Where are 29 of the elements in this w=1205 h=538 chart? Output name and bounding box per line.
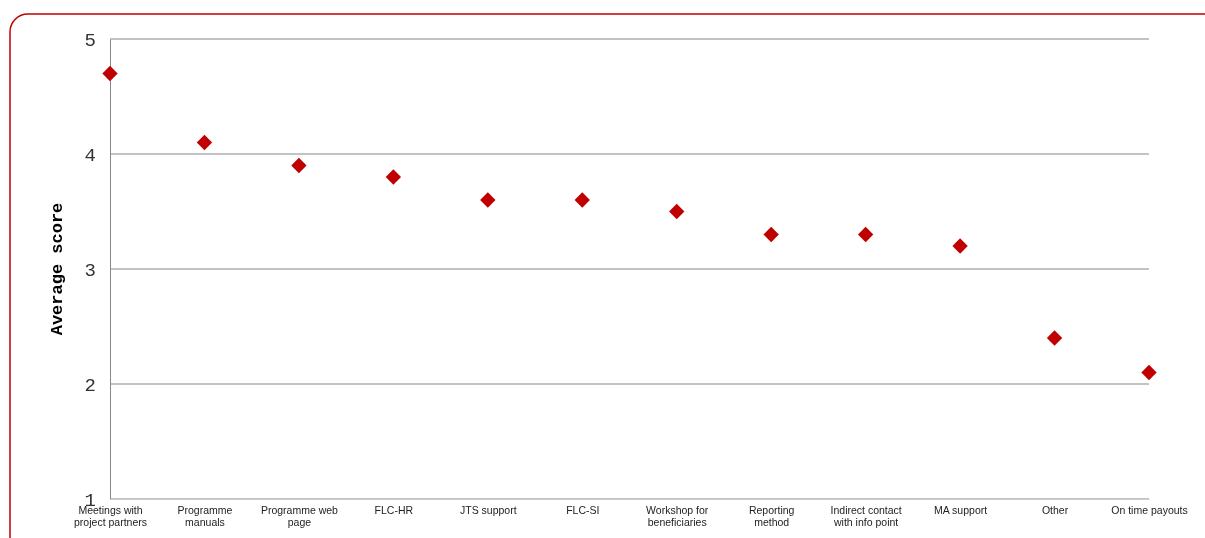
x-tick-label: Other: [1041, 504, 1069, 516]
point: [763, 226, 779, 243]
point: [385, 169, 402, 185]
point: [291, 157, 307, 174]
y-tick-label: 2: [84, 374, 96, 397]
point: [857, 226, 874, 243]
x-tick-label: Reporting method: [748, 504, 795, 529]
x-tick-label: Programme manuals: [177, 504, 233, 529]
y-axis-title: Average score: [48, 202, 67, 336]
point: [669, 203, 685, 220]
x-tick-label: FLC-SI: [566, 504, 600, 516]
x-tick-label: Workshop for beneficiaries: [646, 504, 709, 529]
point: [480, 192, 496, 208]
y-tick-label: 4: [84, 144, 96, 167]
x-tick-label: MA support: [934, 504, 988, 516]
point: [574, 192, 590, 208]
point: [1141, 364, 1157, 381]
point: [102, 65, 118, 82]
y-tick-label: 5: [84, 29, 96, 52]
x-tick-label: FLC-HR: [374, 504, 414, 516]
x-tick-label: Meetings with project partners: [74, 504, 147, 529]
point: [1046, 330, 1063, 346]
x-tick-label: On time payouts: [1111, 504, 1188, 516]
x-tick-label: Indirect contact with info point: [830, 504, 902, 529]
point: [952, 238, 968, 254]
point: [196, 134, 213, 151]
y-tick-label: 3: [84, 259, 96, 282]
x-tick-label: JTS support: [460, 504, 517, 516]
x-tick-label: Programme web page: [260, 504, 339, 529]
